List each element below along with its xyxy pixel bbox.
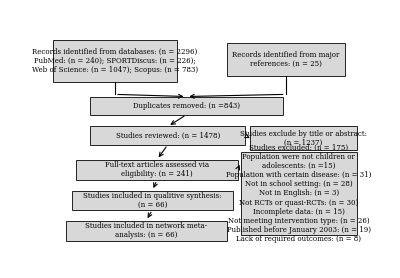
FancyBboxPatch shape xyxy=(76,160,238,180)
Text: Studies included in qualitive synthesis:
(n = 66): Studies included in qualitive synthesis:… xyxy=(83,192,222,209)
FancyBboxPatch shape xyxy=(90,126,245,145)
FancyBboxPatch shape xyxy=(241,152,357,235)
Text: Studies reviewed: (n = 1478): Studies reviewed: (n = 1478) xyxy=(116,131,220,140)
Text: Studies exclude by title or abstract:
(n = 1237): Studies exclude by title or abstract: (n… xyxy=(240,130,367,147)
Text: Records identified from major
references: (n = 25): Records identified from major references… xyxy=(232,51,339,68)
FancyBboxPatch shape xyxy=(53,40,177,81)
Text: Records identified from databases: (n = 2296)
PubMed: (n = 240); SPORTDiscus: (n: Records identified from databases: (n = … xyxy=(32,48,198,74)
Text: Studies included in network meta-
analysis: (n = 66): Studies included in network meta- analys… xyxy=(85,222,207,239)
FancyBboxPatch shape xyxy=(227,43,344,76)
FancyBboxPatch shape xyxy=(72,191,233,210)
FancyBboxPatch shape xyxy=(250,126,357,150)
Text: Duplicates removed: (n =843): Duplicates removed: (n =843) xyxy=(133,101,240,110)
FancyBboxPatch shape xyxy=(90,96,282,115)
Text: Studies excluded: (n = 175)
Population were not children or
adolescents: (n =15): Studies excluded: (n = 175) Population w… xyxy=(226,143,372,243)
Text: Full-text articles assessed via
eligibility: (n = 241): Full-text articles assessed via eligibil… xyxy=(105,161,209,178)
FancyBboxPatch shape xyxy=(66,221,227,241)
